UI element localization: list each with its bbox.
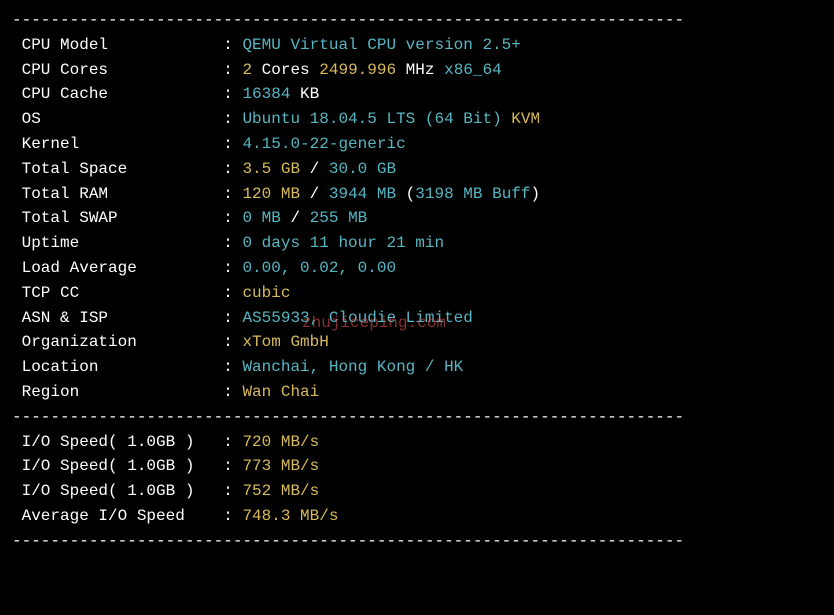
row-value-segment: 748.3 MB/s (242, 507, 338, 525)
row-value-segment: QEMU Virtual CPU version 2.5+ (242, 36, 520, 54)
row-label: I/O Speed( 1.0GB ) (12, 430, 223, 455)
info-row: CPU Model : QEMU Virtual CPU version 2.5… (12, 33, 822, 58)
info-row: CPU Cores : 2 Cores 2499.996 MHz x86_64 (12, 58, 822, 83)
row-value-segment: KVM (511, 110, 540, 128)
row-separator: : (223, 383, 242, 401)
row-label: CPU Cache (12, 82, 223, 107)
row-value-segment: AS55933, Cloudie Limited (242, 309, 472, 327)
info-row: CPU Cache : 16384 KB (12, 82, 822, 107)
row-separator: : (223, 234, 242, 252)
row-value-segment: 720 MB/s (242, 433, 319, 451)
row-label: Location (12, 355, 223, 380)
info-row: Load Average : 0.00, 0.02, 0.00 (12, 256, 822, 281)
row-value-segment: 752 MB/s (242, 482, 319, 500)
info-row: I/O Speed( 1.0GB ) : 720 MB/s (12, 430, 822, 455)
row-value-segment (502, 110, 512, 128)
row-separator: : (223, 209, 242, 227)
row-value-segment: 30.0 GB (329, 160, 396, 178)
row-value-segment: x86_64 (444, 61, 502, 79)
row-separator: : (223, 309, 242, 327)
divider-line: ----------------------------------------… (12, 405, 822, 430)
row-value-segment: MHz (396, 61, 444, 79)
row-label: Average I/O Speed (12, 504, 223, 529)
row-label: Total RAM (12, 182, 223, 207)
row-value-segment: Wan Chai (242, 383, 319, 401)
info-row: Kernel : 4.15.0-22-generic (12, 132, 822, 157)
row-value-segment: Cores (252, 61, 319, 79)
info-row: Uptime : 0 days 11 hour 21 min (12, 231, 822, 256)
info-row: I/O Speed( 1.0GB ) : 752 MB/s (12, 479, 822, 504)
row-value-segment: 0 days 11 hour 21 min (242, 234, 444, 252)
row-label: CPU Model (12, 33, 223, 58)
row-label: Region (12, 380, 223, 405)
row-value-segment: 120 MB (242, 185, 300, 203)
row-value-segment: 2 (242, 61, 252, 79)
row-value-segment: KB (290, 85, 319, 103)
row-separator: : (223, 36, 242, 54)
info-row: I/O Speed( 1.0GB ) : 773 MB/s (12, 454, 822, 479)
info-row: Region : Wan Chai (12, 380, 822, 405)
row-value-segment: 16384 (242, 85, 290, 103)
row-value-segment: 3.5 GB (242, 160, 300, 178)
row-value-segment: / (300, 185, 329, 203)
row-value-segment: 773 MB/s (242, 457, 319, 475)
row-separator: : (223, 482, 242, 500)
row-separator: : (223, 507, 242, 525)
row-separator: : (223, 333, 242, 351)
row-separator: : (223, 110, 242, 128)
row-value-segment: / (281, 209, 310, 227)
row-separator: : (223, 160, 242, 178)
row-value-segment: 3198 MB Buff (415, 185, 530, 203)
row-label: Load Average (12, 256, 223, 281)
row-value-segment: Wanchai, Hong Kong / HK (242, 358, 463, 376)
row-separator: : (223, 358, 242, 376)
row-separator: : (223, 61, 242, 79)
row-value-segment: cubic (242, 284, 290, 302)
row-value-segment: ( (396, 185, 415, 203)
row-separator: : (223, 135, 242, 153)
row-value-segment: 255 MB (310, 209, 368, 227)
row-separator: : (223, 259, 242, 277)
info-row: Location : Wanchai, Hong Kong / HK (12, 355, 822, 380)
row-label: Kernel (12, 132, 223, 157)
row-separator: : (223, 433, 242, 451)
row-value-segment: 0 MB (242, 209, 280, 227)
row-separator: : (223, 185, 242, 203)
row-label: Total Space (12, 157, 223, 182)
terminal-output: ----------------------------------------… (12, 8, 822, 554)
row-label: Total SWAP (12, 206, 223, 231)
row-value-segment: ) (531, 185, 541, 203)
row-label: TCP CC (12, 281, 223, 306)
row-value-segment: 0.00, 0.02, 0.00 (242, 259, 396, 277)
info-row: OS : Ubuntu 18.04.5 LTS (64 Bit) KVM (12, 107, 822, 132)
row-label: I/O Speed( 1.0GB ) (12, 454, 223, 479)
row-value-segment: 2499.996 (319, 61, 396, 79)
row-value-segment: 4.15.0-22-generic (242, 135, 405, 153)
info-row: Total Space : 3.5 GB / 30.0 GB (12, 157, 822, 182)
info-row: Total RAM : 120 MB / 3944 MB (3198 MB Bu… (12, 182, 822, 207)
info-row: Average I/O Speed : 748.3 MB/s (12, 504, 822, 529)
info-row: ASN & ISP : AS55933, Cloudie Limited (12, 306, 822, 331)
row-value-segment: xTom GmbH (242, 333, 328, 351)
row-separator: : (223, 457, 242, 475)
row-value-segment: 3944 MB (329, 185, 396, 203)
info-row: Organization : xTom GmbH (12, 330, 822, 355)
row-separator: : (223, 85, 242, 103)
row-label: OS (12, 107, 223, 132)
row-value-segment: Ubuntu 18.04.5 LTS (64 Bit) (242, 110, 501, 128)
row-label: Organization (12, 330, 223, 355)
row-label: Uptime (12, 231, 223, 256)
divider-line: ----------------------------------------… (12, 529, 822, 554)
row-separator: : (223, 284, 242, 302)
row-label: ASN & ISP (12, 306, 223, 331)
info-row: Total SWAP : 0 MB / 255 MB (12, 206, 822, 231)
row-label: CPU Cores (12, 58, 223, 83)
row-value-segment: / (300, 160, 329, 178)
row-label: I/O Speed( 1.0GB ) (12, 479, 223, 504)
info-row: TCP CC : cubic (12, 281, 822, 306)
divider-line: ----------------------------------------… (12, 8, 822, 33)
